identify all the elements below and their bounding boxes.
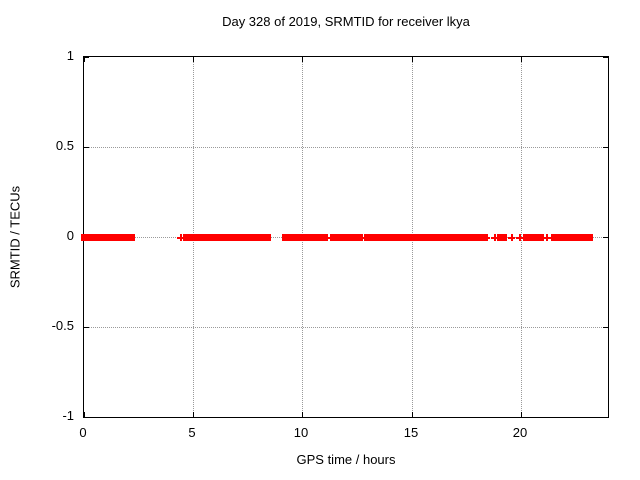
tick-mark-y-right: [603, 417, 608, 418]
data-segment: [282, 234, 326, 241]
gridline-horizontal: [84, 147, 608, 148]
data-segment: [90, 234, 117, 241]
x-axis-label: GPS time / hours: [296, 452, 396, 467]
tick-mark-x-top: [193, 57, 194, 62]
data-segment: [394, 234, 402, 241]
plus-horizontal-bar: [323, 237, 330, 239]
tick-mark-x-top: [521, 57, 522, 62]
data-point-plus: [361, 234, 368, 241]
data-segment: [382, 234, 397, 241]
data-segment: [114, 234, 128, 241]
gridline-horizontal: [84, 327, 608, 328]
chart-title: Day 328 of 2019, SRMTID for receiver lky…: [222, 14, 470, 29]
tick-mark-x-bottom: [84, 412, 85, 417]
tick-mark-x-top: [412, 57, 413, 62]
data-point-plus: [483, 234, 490, 241]
data-segment: [185, 234, 194, 241]
data-segment: [125, 234, 135, 241]
y-tick-label: -1: [62, 408, 74, 423]
tick-mark-y-right: [603, 147, 608, 148]
tick-mark-y-right: [603, 57, 608, 58]
plus-horizontal-bar: [361, 237, 368, 239]
data-segment: [191, 234, 271, 241]
data-point-plus: [491, 234, 498, 241]
x-tick-label: 5: [188, 425, 196, 440]
tick-mark-y-right: [603, 327, 608, 328]
data-point-plus: [548, 234, 555, 241]
plus-horizontal-bar: [516, 237, 523, 239]
data-segment: [399, 234, 486, 241]
tick-mark-y-left: [84, 147, 89, 148]
data-point-plus: [516, 234, 523, 241]
tick-mark-x-bottom: [302, 412, 303, 417]
data-segment: [332, 234, 362, 241]
data-point-plus: [377, 234, 384, 241]
plus-horizontal-bar: [543, 237, 550, 239]
data-point-plus: [508, 234, 515, 241]
plus-horizontal-bar: [570, 237, 577, 239]
data-point-plus: [327, 234, 334, 241]
tick-mark-x-bottom: [193, 412, 194, 417]
y-tick-label: 1: [66, 48, 74, 63]
tick-mark-x-top: [302, 57, 303, 62]
data-point-plus: [543, 234, 550, 241]
tick-mark-y-right: [603, 237, 608, 238]
x-tick-label: 20: [512, 425, 528, 440]
plot-area: [81, 56, 609, 418]
plus-horizontal-bar: [327, 237, 334, 239]
x-tick-label: 15: [403, 425, 419, 440]
tick-mark-x-bottom: [521, 412, 522, 417]
y-tick-label: -0.5: [51, 318, 74, 333]
x-tick-label: 10: [293, 425, 309, 440]
data-segment: [497, 234, 507, 241]
y-axis-label: SRMTID / TECUs: [7, 185, 23, 289]
data-point-plus: [182, 234, 189, 241]
x-tick-label: 0: [79, 425, 87, 440]
data-segment: [574, 234, 593, 241]
y-tick-label: 0.5: [55, 138, 74, 153]
plus-horizontal-bar: [182, 237, 189, 239]
tick-mark-y-left: [84, 327, 89, 328]
data-segment: [531, 234, 542, 241]
plus-horizontal-bar: [539, 237, 546, 239]
plus-horizontal-bar: [377, 237, 384, 239]
tick-mark-y-left: [84, 57, 89, 58]
tick-mark-y-left: [84, 417, 89, 418]
tick-mark-x-top: [84, 57, 85, 62]
y-tick-label: 0: [66, 228, 74, 243]
data-segment: [523, 234, 534, 241]
plus-horizontal-bar: [491, 237, 498, 239]
tick-mark-x-bottom: [412, 412, 413, 417]
plus-horizontal-bar: [548, 237, 555, 239]
data-segment: [365, 234, 381, 241]
data-point-plus: [570, 234, 577, 241]
data-segment: [81, 234, 94, 241]
plus-horizontal-bar: [483, 237, 490, 239]
data-segment: [551, 234, 574, 241]
plus-horizontal-bar: [508, 237, 515, 239]
